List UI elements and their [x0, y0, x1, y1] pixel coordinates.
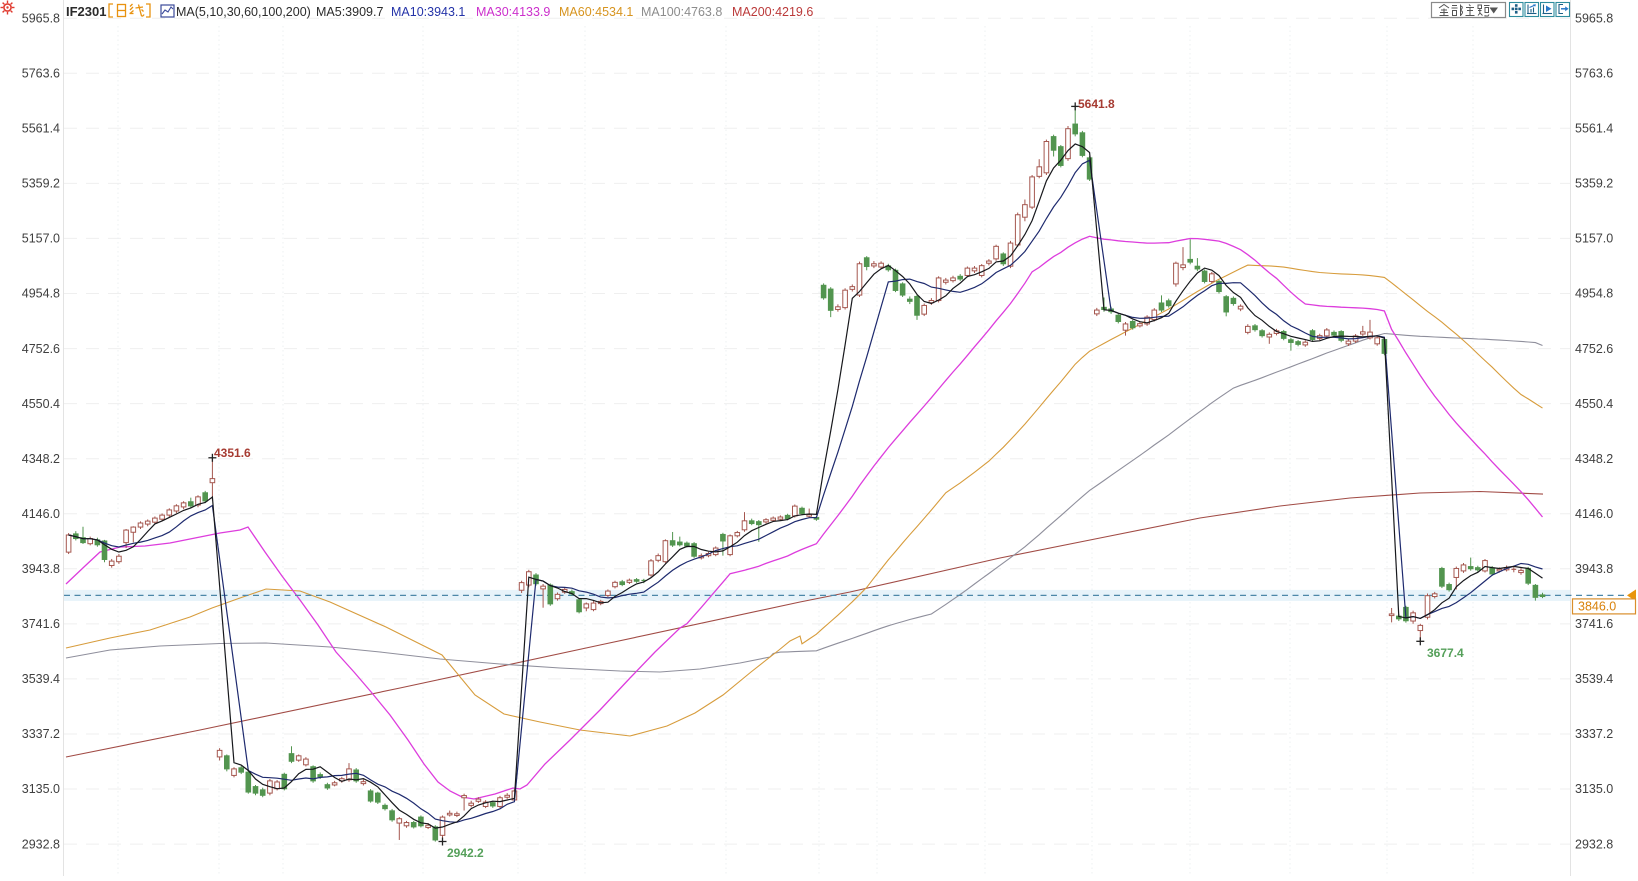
svg-text:MA30:4133.9: MA30:4133.9 [476, 5, 550, 19]
svg-text:3677.4: 3677.4 [1427, 646, 1464, 660]
svg-text:3337.2: 3337.2 [22, 727, 60, 741]
svg-text:5157.0: 5157.0 [1575, 232, 1613, 246]
svg-text:5965.8: 5965.8 [1575, 11, 1613, 25]
svg-text:3741.6: 3741.6 [1575, 617, 1613, 631]
svg-text:2932.8: 2932.8 [1575, 837, 1613, 851]
svg-text:4752.6: 4752.6 [1575, 342, 1613, 356]
svg-text:5157.0: 5157.0 [22, 232, 60, 246]
svg-text:3846.0: 3846.0 [1578, 599, 1616, 613]
svg-text:MA200:4219.6: MA200:4219.6 [732, 5, 813, 19]
svg-text:5359.2: 5359.2 [22, 177, 60, 191]
svg-text:3943.8: 3943.8 [22, 562, 60, 576]
svg-text:IF2301: IF2301 [66, 4, 106, 19]
svg-text:3135.0: 3135.0 [22, 782, 60, 796]
svg-text:5763.6: 5763.6 [22, 67, 60, 81]
svg-text:3741.6: 3741.6 [22, 617, 60, 631]
svg-text:2942.2: 2942.2 [447, 846, 484, 860]
svg-text:4348.2: 4348.2 [1575, 452, 1613, 466]
svg-text:4348.2: 4348.2 [22, 452, 60, 466]
svg-text:4146.0: 4146.0 [1575, 507, 1613, 521]
svg-text:3337.2: 3337.2 [1575, 727, 1613, 741]
svg-text:5763.6: 5763.6 [1575, 67, 1613, 81]
svg-text:5561.4: 5561.4 [22, 122, 60, 136]
svg-text:3943.8: 3943.8 [1575, 562, 1613, 576]
svg-text:5965.8: 5965.8 [22, 11, 60, 25]
svg-text:4752.6: 4752.6 [22, 342, 60, 356]
svg-text:5359.2: 5359.2 [1575, 177, 1613, 191]
svg-text:MA100:4763.8: MA100:4763.8 [641, 5, 722, 19]
svg-text:4146.0: 4146.0 [22, 507, 60, 521]
svg-text:3539.4: 3539.4 [22, 672, 60, 686]
svg-text:4550.4: 4550.4 [1575, 397, 1613, 411]
svg-text:4351.6: 4351.6 [214, 446, 251, 460]
svg-text:4550.4: 4550.4 [22, 397, 60, 411]
svg-text:MA10:3943.1: MA10:3943.1 [391, 5, 465, 19]
svg-text:3135.0: 3135.0 [1575, 782, 1613, 796]
svg-text:3539.4: 3539.4 [1575, 672, 1613, 686]
svg-text:2932.8: 2932.8 [22, 837, 60, 851]
svg-text:4954.8: 4954.8 [1575, 287, 1613, 301]
svg-text:MA(5,10,30,60,100,200): MA(5,10,30,60,100,200) [176, 5, 311, 19]
svg-text:5641.8: 5641.8 [1078, 97, 1115, 111]
svg-text:MA5:3909.7: MA5:3909.7 [316, 5, 383, 19]
svg-text:5561.4: 5561.4 [1575, 122, 1613, 136]
svg-text:MA60:4534.1: MA60:4534.1 [559, 5, 633, 19]
svg-text:4954.8: 4954.8 [22, 287, 60, 301]
